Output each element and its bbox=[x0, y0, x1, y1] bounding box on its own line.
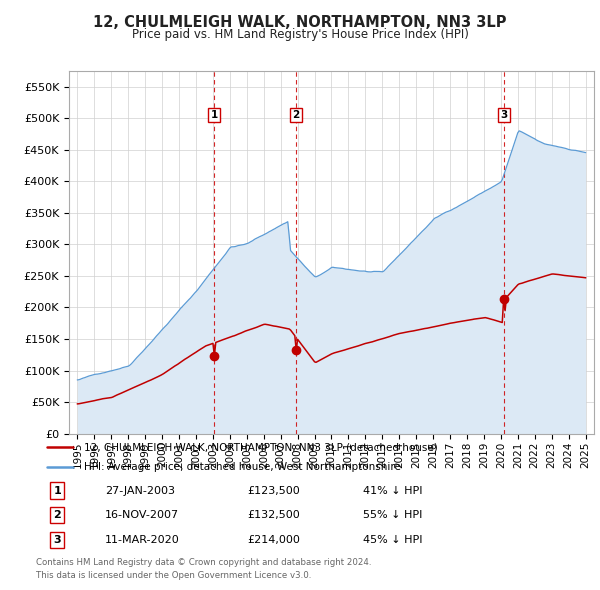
Text: 12, CHULMLEIGH WALK, NORTHAMPTON, NN3 3LP (detached house): 12, CHULMLEIGH WALK, NORTHAMPTON, NN3 3L… bbox=[83, 442, 437, 453]
Text: HPI: Average price, detached house, West Northamptonshire: HPI: Average price, detached house, West… bbox=[83, 461, 400, 471]
Text: Price paid vs. HM Land Registry's House Price Index (HPI): Price paid vs. HM Land Registry's House … bbox=[131, 28, 469, 41]
Text: 55% ↓ HPI: 55% ↓ HPI bbox=[364, 510, 423, 520]
Text: £123,500: £123,500 bbox=[247, 486, 300, 496]
Text: 1: 1 bbox=[53, 486, 61, 496]
Text: 45% ↓ HPI: 45% ↓ HPI bbox=[364, 535, 423, 545]
Text: 2: 2 bbox=[292, 110, 299, 120]
Text: 16-NOV-2007: 16-NOV-2007 bbox=[104, 510, 179, 520]
Text: £214,000: £214,000 bbox=[247, 535, 300, 545]
Text: 27-JAN-2003: 27-JAN-2003 bbox=[104, 486, 175, 496]
Text: Contains HM Land Registry data © Crown copyright and database right 2024.: Contains HM Land Registry data © Crown c… bbox=[36, 558, 371, 566]
Text: 3: 3 bbox=[53, 535, 61, 545]
Text: 2: 2 bbox=[53, 510, 61, 520]
Text: 3: 3 bbox=[500, 110, 508, 120]
Text: 1: 1 bbox=[211, 110, 218, 120]
Text: This data is licensed under the Open Government Licence v3.0.: This data is licensed under the Open Gov… bbox=[36, 571, 311, 579]
Text: 12, CHULMLEIGH WALK, NORTHAMPTON, NN3 3LP: 12, CHULMLEIGH WALK, NORTHAMPTON, NN3 3L… bbox=[93, 15, 507, 30]
Text: 11-MAR-2020: 11-MAR-2020 bbox=[104, 535, 179, 545]
Text: £132,500: £132,500 bbox=[247, 510, 300, 520]
Text: 41% ↓ HPI: 41% ↓ HPI bbox=[364, 486, 423, 496]
